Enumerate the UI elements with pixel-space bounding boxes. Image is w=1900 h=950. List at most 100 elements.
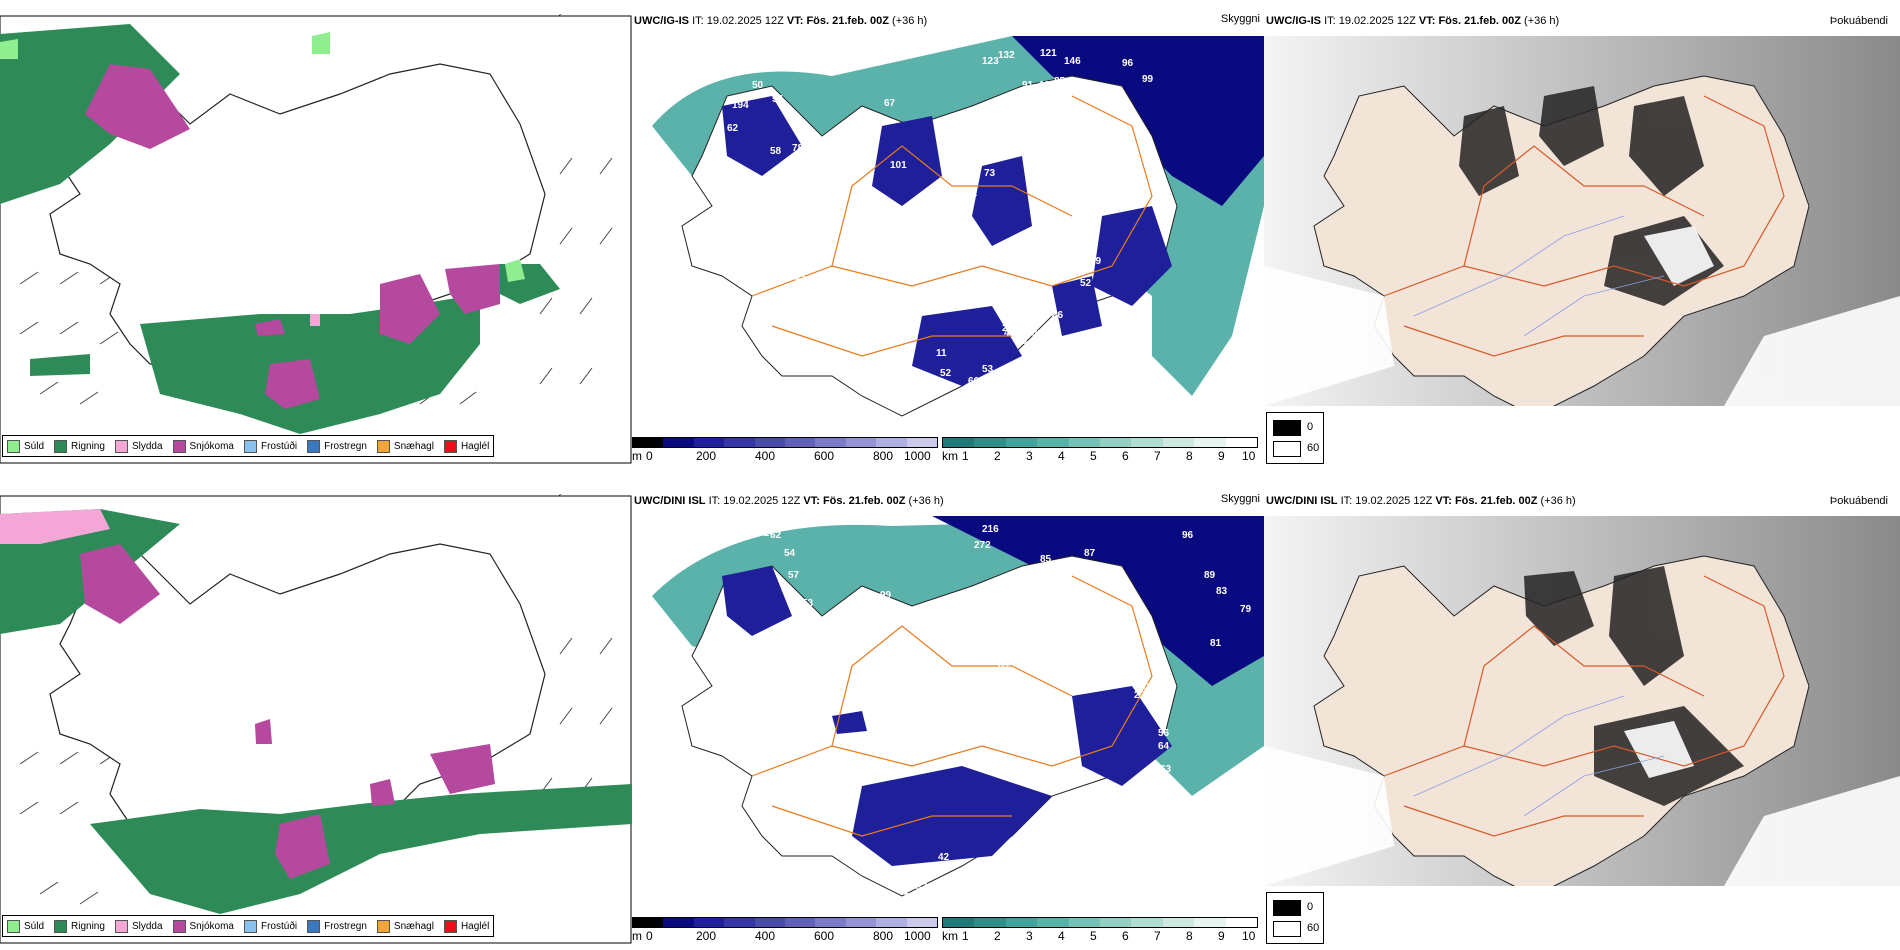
colorbar-tick: 6 xyxy=(1122,929,1129,943)
legend-item: Snjókoma xyxy=(172,919,234,933)
cloud-base-label: 64 xyxy=(1158,741,1170,752)
colorbar-segment xyxy=(693,438,725,447)
cloud-base-label: 36 xyxy=(932,910,944,921)
legend-item: Rigning xyxy=(54,919,105,933)
cloud-base-label: 125 xyxy=(1092,128,1109,139)
legend-swatch xyxy=(307,919,321,933)
cloud-base-label: 80 xyxy=(844,130,856,141)
colorbar-tick: 5 xyxy=(1090,449,1097,463)
colorbar-tick: 7 xyxy=(1154,929,1161,943)
cloud-base-label: 42 xyxy=(938,852,950,863)
cloud-base-label: 81 xyxy=(1210,638,1222,649)
cloud-base-label: 79 xyxy=(1126,790,1138,801)
colorbar-segment xyxy=(663,918,694,927)
cloud-base-label: 99 xyxy=(1142,74,1154,85)
legend-swatch xyxy=(7,919,20,933)
panel-title: UWC/DINI ISL IT: 19.02.2025 12Z VT: Fös.… xyxy=(1266,495,1576,507)
cloud-base-label: 78 xyxy=(792,143,804,154)
colorbar-segment xyxy=(1162,918,1195,927)
colorbar-tick: 3 xyxy=(1026,929,1033,943)
visibility-map xyxy=(632,36,1264,436)
visibility-panel-row2: UWC/DINI ISL IT: 19.02.2025 12Z VT: Fös.… xyxy=(632,494,1264,944)
cloud-base-label: 37 xyxy=(916,882,928,893)
panel-label: Þokuábendi xyxy=(1829,15,1888,27)
legend-swatch xyxy=(376,439,390,453)
fog-legend-max: 60 xyxy=(1307,442,1320,454)
cloud-base-label: 60 xyxy=(1088,208,1100,219)
cloud-base-label: 123 xyxy=(982,56,999,67)
cloud-base-label: 85 xyxy=(794,272,806,283)
legend-item: Slydda xyxy=(114,919,163,933)
cloud-base-label: 71 xyxy=(882,213,894,224)
cloud-base-label: 86 xyxy=(1052,310,1064,321)
legend-item: Frostúði xyxy=(243,919,297,933)
colorbar-segment xyxy=(876,438,907,447)
cloud-base-label: 121 xyxy=(1040,48,1057,59)
colorbar-strip xyxy=(942,917,1258,928)
colorbar-segment xyxy=(633,918,664,927)
legend-swatch xyxy=(376,919,390,933)
panel-label: Skyggni xyxy=(1220,494,1260,505)
colorbar-segment xyxy=(1100,438,1132,447)
cloud-base-label: 61 xyxy=(782,178,794,189)
colorbar-tick: 8 xyxy=(1186,929,1193,943)
cloud-base-label: 41 xyxy=(1022,854,1034,865)
cloud-base-label: 48 xyxy=(1016,336,1028,347)
colorbar-tick: 10 xyxy=(1242,929,1256,943)
colorbar-segment xyxy=(1194,918,1226,927)
colorbar-tick: 0 xyxy=(646,449,653,463)
cloud-base-label: 112 xyxy=(1080,562,1097,573)
cloud-base-label: 91 xyxy=(1022,80,1034,91)
legend-swatch xyxy=(172,919,186,933)
cloud-base-label: 71 xyxy=(814,290,826,301)
fog-legend-max: 60 xyxy=(1307,922,1320,934)
colorbar-segment xyxy=(785,918,816,927)
cloud-base-label: 83 xyxy=(1216,586,1228,597)
colorbar-tick: 5 xyxy=(1090,929,1097,943)
cloud-base-label: 101 xyxy=(890,160,907,171)
cloud-base-label: 50 xyxy=(1058,260,1070,271)
cloud-base-label: 132 xyxy=(998,50,1015,61)
cloud-base-label: 47 xyxy=(1092,808,1104,819)
colorbar-tick: 1 xyxy=(962,449,969,463)
cloud-base-label: 54 xyxy=(784,548,796,559)
cloud-base-label: 86 xyxy=(794,153,806,164)
cloud-base-label: 50 xyxy=(752,80,764,91)
panel-title: UWC/DINI ISL IT: 19.02.2025 12Z VT: Fös.… xyxy=(634,495,944,507)
colorbar-tick: 1000 xyxy=(904,449,931,463)
fog-legend: 0 60 xyxy=(1266,892,1324,944)
colorbar-segment xyxy=(906,918,938,927)
cloud-base-label: 63 xyxy=(1052,138,1064,149)
colorbar-tick: 9 xyxy=(1218,929,1225,943)
cloud-base-label: 54 xyxy=(772,94,784,105)
colorbar-segment xyxy=(845,918,877,927)
cloud-base-label: 66 xyxy=(968,376,980,387)
cloud-base-label: 146 xyxy=(1064,56,1081,67)
colorbar-tick: 200 xyxy=(696,449,717,463)
cloud-base-label: 191 xyxy=(1030,298,1047,309)
cloud-base-label: 89 xyxy=(1204,570,1216,581)
colorbar-segment xyxy=(693,918,725,927)
colorbar-segment xyxy=(1005,438,1038,447)
cloud-base-label: 194 xyxy=(732,100,749,111)
colorbar-segment xyxy=(1162,438,1195,447)
cloud-base-label: 116 xyxy=(1039,80,1056,91)
cloud-base-label: 85 xyxy=(1040,554,1052,565)
colorbar-segment xyxy=(1037,918,1069,927)
colorbar-segment xyxy=(724,918,755,927)
cloud-base-label: 57 xyxy=(788,570,800,581)
legend-swatch xyxy=(54,919,68,933)
legend-item: Haglél xyxy=(443,439,489,453)
legend-swatch xyxy=(307,439,321,453)
colorbar-segment xyxy=(1005,918,1038,927)
fog-map xyxy=(1264,36,1900,406)
legend-swatch xyxy=(114,439,128,453)
legend-item: Súld xyxy=(7,919,44,933)
fog-map xyxy=(1264,516,1900,886)
cloud-base-label: 141 xyxy=(928,406,945,417)
panel-title: UWC/IG-IS IT: 19.02.2025 12Z VT: Fös. 21… xyxy=(634,15,928,27)
cloud-base-label: 57 xyxy=(1070,252,1082,263)
fog-legend-black xyxy=(1273,420,1301,436)
cloud-base-label: 62 xyxy=(770,530,782,541)
